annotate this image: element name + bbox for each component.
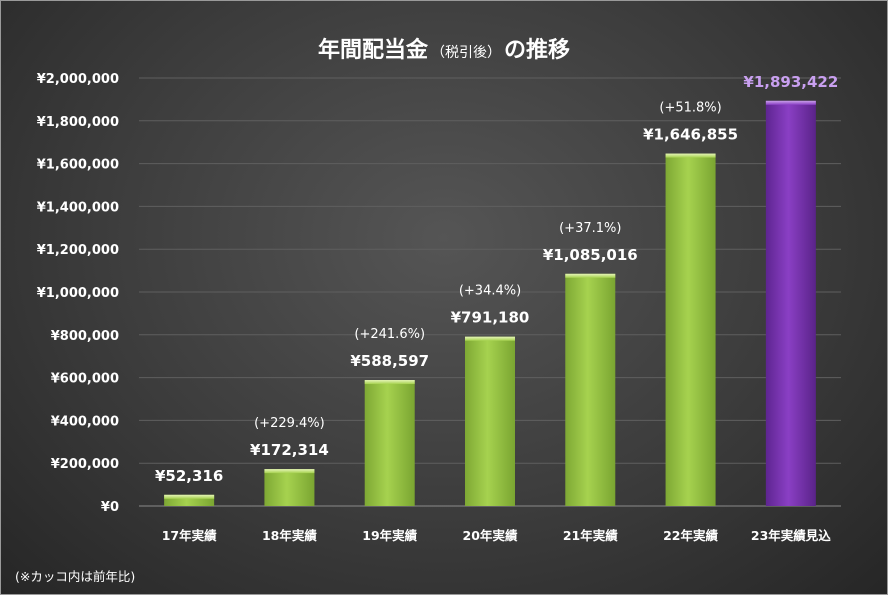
- footnote: (※カッコ内は前年比): [15, 569, 136, 584]
- x-tick-label: 23年実績見込: [751, 528, 831, 543]
- value-label: ¥588,597: [350, 352, 429, 370]
- bar-17年実績: [164, 494, 215, 506]
- bar-19年実績: [364, 380, 415, 506]
- bar-18年実績: [264, 469, 315, 506]
- bar-top-bevel: [364, 380, 415, 385]
- data-labels: ¥52,316 ¥172,314 (+229.4%) ¥588,597 (+241.6%…: [155, 73, 838, 485]
- y-tick-label: ¥0: [101, 500, 119, 515]
- title-main: 年間配当金: [318, 37, 429, 63]
- bar-top-bevel: [465, 336, 515, 341]
- x-tick-label: 21年実績: [563, 528, 618, 543]
- x-tick-label: 18年実績: [262, 528, 317, 543]
- value-label: ¥1,085,016: [543, 246, 638, 264]
- y-tick-label: ¥1,000,000: [37, 286, 119, 301]
- bar-body: [264, 469, 315, 506]
- x-tick-label: 17年実績: [162, 528, 217, 543]
- y-tick-label: ¥600,000: [51, 372, 119, 387]
- growth-label: (+37.1%): [559, 221, 621, 236]
- y-tick-label: ¥1,800,000: [37, 115, 119, 130]
- bar-22年実績: [665, 153, 716, 506]
- value-label: ¥52,316: [155, 467, 223, 485]
- x-tick-label: 19年実績: [362, 528, 417, 543]
- growth-label: (+51.8%): [659, 101, 721, 116]
- y-tick-label: ¥200,000: [51, 457, 119, 472]
- title-suffix: の推移: [504, 37, 570, 63]
- bar-21年実績: [565, 273, 616, 506]
- bar-top-bevel: [164, 494, 215, 499]
- x-axis-ticks: 17年実績 18年実績 19年実績 20年実績 21年実績 22年実績 23年実績見込: [162, 528, 832, 543]
- y-tick-label: ¥400,000: [51, 414, 119, 429]
- growth-label: (+229.4%): [254, 416, 325, 431]
- bar-20年実績: [465, 336, 515, 506]
- y-tick-label: ¥1,200,000: [37, 243, 119, 258]
- value-label: ¥1,646,855: [643, 126, 738, 144]
- y-tick-label: ¥1,600,000: [37, 158, 119, 173]
- bar-body: [364, 380, 415, 506]
- y-tick-label: ¥1,400,000: [37, 200, 119, 215]
- y-axis-ticks: ¥0 ¥200,000 ¥400,000 ¥600,000 ¥800,000 ¥1,000…: [37, 72, 119, 515]
- bar-top-bevel: [665, 153, 716, 158]
- bar-body: [765, 100, 816, 507]
- bar-top-bevel: [565, 273, 616, 278]
- y-tick-label: ¥800,000: [51, 329, 119, 344]
- growth-label: (+241.6%): [354, 327, 425, 342]
- bar-top-bevel: [264, 469, 315, 474]
- value-label: ¥172,314: [250, 441, 329, 459]
- y-tick-label: ¥2,000,000: [37, 72, 119, 87]
- value-label: ¥1,893,422: [743, 73, 838, 91]
- bar-top-bevel: [765, 100, 816, 105]
- growth-label: (+34.4%): [459, 284, 521, 299]
- bars: [164, 100, 816, 507]
- bar-body: [164, 494, 215, 506]
- bar-23年実績見込: [765, 100, 816, 507]
- x-tick-label: 22年実績: [663, 528, 718, 543]
- bar-body: [665, 153, 716, 506]
- title-subtitle: （税引後）: [431, 45, 501, 61]
- bar-body: [465, 336, 515, 506]
- value-label: ¥791,180: [451, 309, 530, 327]
- chart-title: 年間配当金 （税引後） の推移: [318, 37, 570, 63]
- x-tick-label: 20年実績: [463, 528, 518, 543]
- gridlines: [139, 77, 841, 507]
- bar-body: [565, 273, 616, 506]
